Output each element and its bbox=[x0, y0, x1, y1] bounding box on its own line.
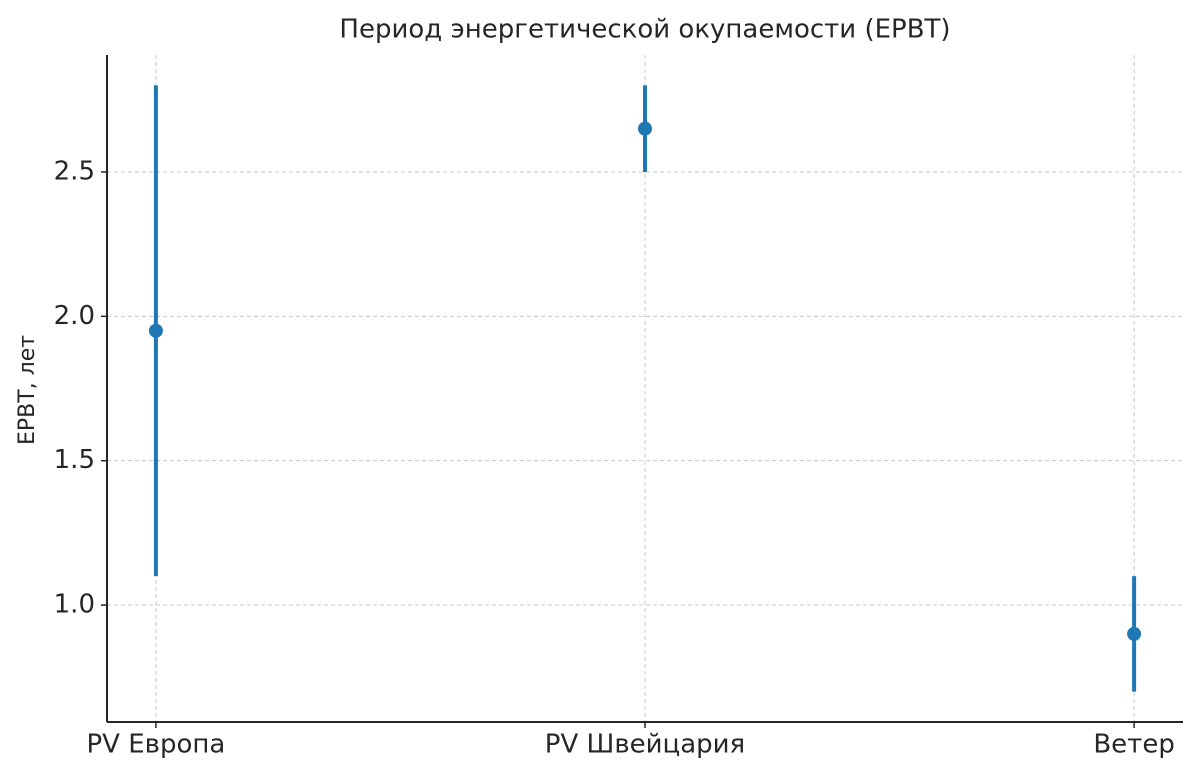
x-tick-label: PV Швейцария bbox=[545, 730, 745, 760]
point bbox=[638, 121, 652, 136]
y-tick-label: 1.0 bbox=[54, 590, 95, 620]
point bbox=[1127, 626, 1142, 641]
y-tick-label: 2.0 bbox=[54, 301, 95, 331]
y-axis-label: EPBT, лет bbox=[15, 335, 40, 445]
y-tick-label: 1.5 bbox=[54, 445, 95, 475]
point bbox=[148, 323, 163, 338]
y-tick-label: 2.5 bbox=[54, 156, 95, 186]
x-tick-label: Ветер bbox=[1093, 730, 1174, 760]
x-tick-label: PV Европа bbox=[86, 730, 225, 760]
chart-title: Период энергетической окупаемости (EPBT) bbox=[339, 15, 950, 45]
